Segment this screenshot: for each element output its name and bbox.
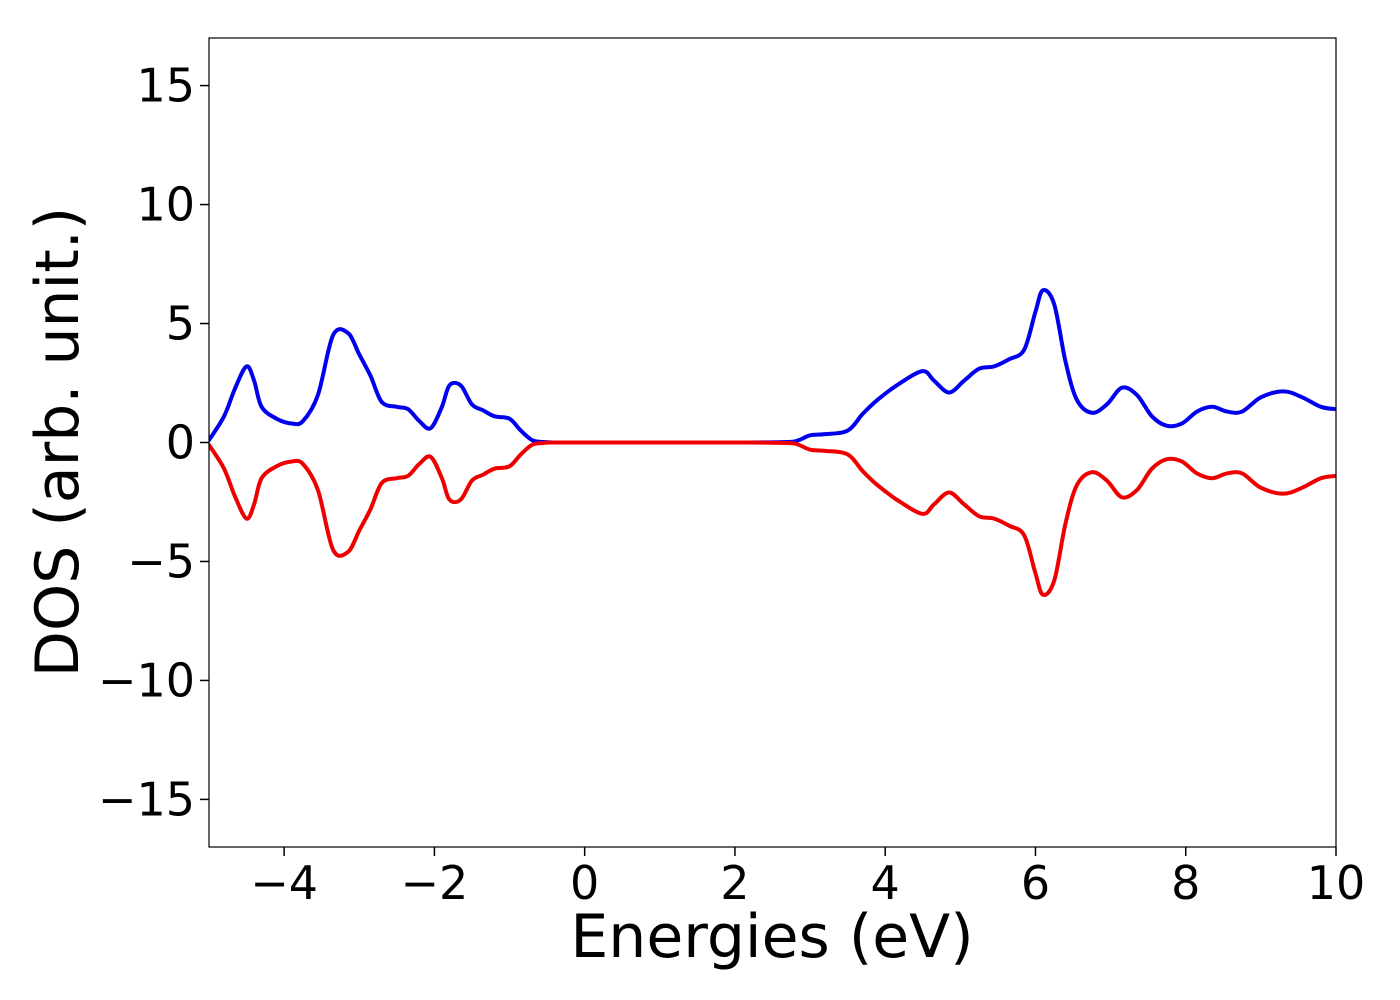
y-axis-title: DOS (arb. unit.): [23, 207, 93, 677]
y-tick-label: 10: [136, 178, 195, 232]
y-tick-label: 15: [136, 59, 195, 113]
x-tick-label: 4: [871, 856, 900, 910]
y-tick-label: −15: [98, 772, 195, 826]
y-axis: −15 −10 −5 0 5 10 15: [98, 59, 209, 826]
x-tick-label: 2: [720, 856, 749, 910]
series-layer: [209, 288, 1336, 597]
x-tick-label: 6: [1021, 856, 1050, 910]
x-tick-label: −4: [250, 856, 318, 910]
x-axis: −4 −2 0 2 4 6 8 10: [250, 847, 1365, 910]
y-tick-label: 5: [166, 297, 195, 351]
y-tick-label: −5: [127, 534, 195, 588]
x-tick-label: 8: [1171, 856, 1200, 910]
series-line-1: [209, 288, 1336, 445]
y-tick-label: −10: [98, 653, 195, 707]
x-tick-label: 10: [1307, 856, 1366, 910]
series-line-2: [209, 440, 1336, 597]
x-tick-label: −2: [400, 856, 468, 910]
y-tick-label: 0: [166, 416, 195, 470]
x-tick-label: 0: [570, 856, 599, 910]
x-axis-title: Energies (eV): [570, 902, 973, 972]
